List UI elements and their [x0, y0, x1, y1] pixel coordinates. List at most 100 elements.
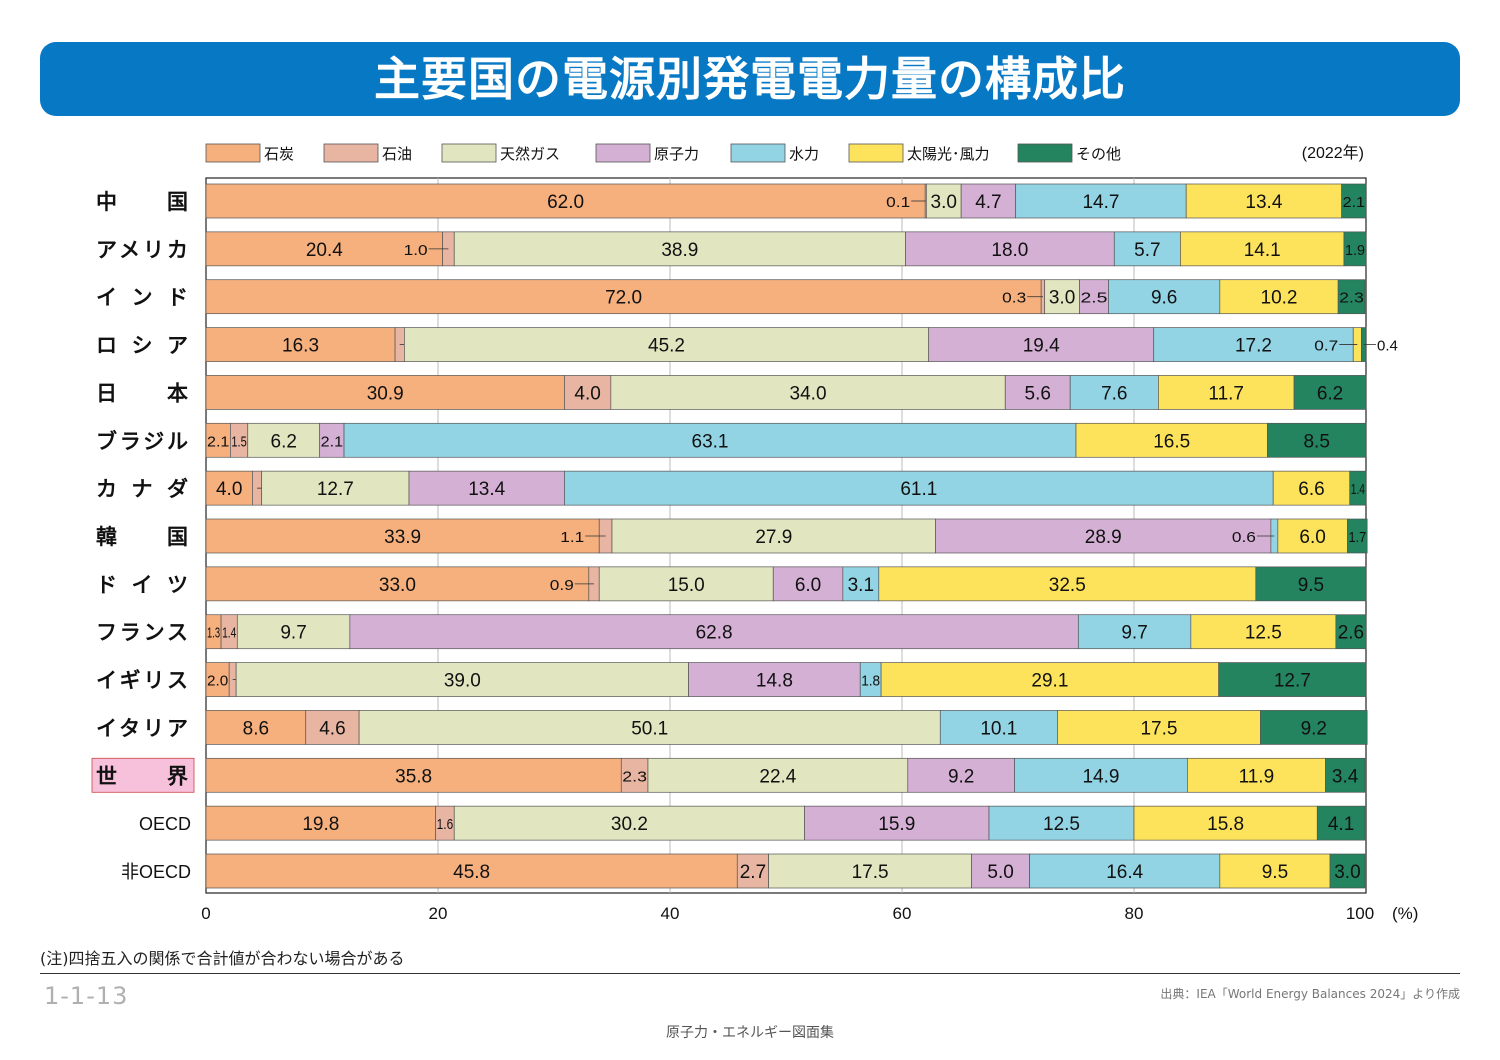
bar-segment: [768, 853, 972, 889]
bar-segment: [935, 518, 1272, 554]
data-label: 3.0: [1334, 862, 1360, 883]
data-label: 63.1: [692, 431, 729, 452]
bar-segment: [1014, 757, 1188, 793]
data-label: 2.1: [321, 433, 343, 450]
bar-segment: [905, 231, 1115, 267]
bar-segment: [205, 327, 396, 362]
bar-segment: [205, 470, 253, 506]
data-label: 14.7: [1082, 192, 1119, 213]
category-label: カナダ: [96, 477, 188, 501]
data-label: 62.0: [547, 192, 584, 213]
data-label: 30.9: [367, 383, 404, 404]
data-label: 3.0: [931, 192, 957, 213]
bar-segment: [1108, 279, 1221, 315]
data-label: 0.1: [886, 194, 910, 211]
data-label: 0.6: [1232, 529, 1256, 546]
category-label: OECD: [139, 814, 191, 834]
bar-segment: [1219, 853, 1331, 889]
data-label: 33.9: [384, 527, 421, 548]
data-label: 6.0: [795, 575, 821, 596]
footnote: (注)四捨五入の関係で合計値が合わない場合がある: [40, 949, 405, 968]
data-label: 6.0: [1299, 527, 1325, 548]
data-label: 19.8: [302, 814, 339, 835]
bar-segment: [205, 279, 1042, 315]
data-label: 0.9: [550, 577, 574, 594]
data-label: 13.4: [468, 479, 505, 500]
legend-swatch: [848, 143, 904, 163]
data-label: 0.7: [1314, 338, 1338, 355]
data-label: 1.8: [861, 673, 880, 690]
bar-segment: [205, 518, 600, 554]
data-label: 2.3: [1339, 290, 1364, 307]
data-label: 4.7: [975, 192, 1001, 213]
bar-segment: [205, 710, 307, 745]
data-label: 13.4: [1245, 192, 1282, 213]
data-label: 15.0: [668, 575, 705, 596]
bar-segment: [205, 566, 590, 602]
page-title: 主要国の電源別発電電力量の構成比: [40, 42, 1460, 116]
data-label: 22.4: [759, 766, 796, 787]
data-label: 27.9: [755, 527, 792, 548]
bar-segment: [453, 231, 906, 267]
bar-segment: [1190, 614, 1337, 650]
data-label: 34.0: [790, 383, 827, 404]
data-label: 50.1: [631, 718, 668, 739]
data-label: 1.4: [222, 625, 236, 642]
data-label: 1.3: [207, 625, 220, 642]
legend-swatch: [205, 143, 261, 163]
data-label: 16.3: [282, 336, 319, 357]
data-label: 39.0: [444, 671, 481, 692]
legend-swatch: [441, 143, 497, 163]
data-label: 2.1: [1343, 194, 1365, 211]
data-label: 6.2: [1317, 383, 1343, 404]
data-label: 14.9: [1082, 766, 1119, 787]
legend-label: 石炭: [264, 146, 294, 163]
data-label: 5.7: [1134, 240, 1160, 261]
data-label: 4.1: [1328, 814, 1354, 835]
data-label: 62.8: [696, 623, 733, 644]
bar-segment: [1218, 662, 1367, 697]
data-label: 1.9: [1345, 242, 1365, 259]
data-label: 12.7: [1274, 671, 1311, 692]
bar-segment: [1219, 279, 1339, 315]
data-label: 15.8: [1207, 814, 1244, 835]
data-label: 6.6: [1298, 479, 1324, 500]
data-label: 4.0: [216, 479, 242, 500]
bar-segment: [1004, 375, 1071, 410]
bar-segment: [564, 470, 1274, 506]
data-label: 14.1: [1244, 240, 1281, 261]
bar-segment: [205, 805, 437, 841]
bar-segment: [611, 518, 936, 554]
data-label: 38.9: [661, 240, 698, 261]
category-label: イタリア: [96, 717, 188, 740]
category-label: アメリカ: [96, 239, 188, 262]
bar-segment: [1044, 279, 1080, 315]
bar-segment: [1329, 853, 1366, 889]
data-label: 12.7: [317, 479, 354, 500]
bar-segment: [1325, 757, 1366, 793]
year-label: (2022年): [1302, 144, 1364, 162]
data-label: 16.4: [1106, 862, 1143, 883]
x-unit-label: (%): [1392, 904, 1418, 923]
data-label: 10.1: [980, 718, 1017, 739]
data-label: 9.7: [1121, 623, 1147, 644]
data-label: 33.0: [379, 575, 416, 596]
data-label: 10.2: [1261, 288, 1298, 309]
x-tick-label: 100: [1346, 904, 1374, 923]
bar-segment: [1153, 327, 1354, 362]
bar-segment: [939, 710, 1058, 745]
bar-segment: [1158, 375, 1295, 410]
bar-segment: [205, 231, 443, 267]
data-label: 15.9: [878, 814, 915, 835]
category-label: インド: [96, 287, 188, 310]
bar-segment: [1316, 805, 1366, 841]
data-label: 61.1: [900, 479, 937, 500]
data-label: 0.4: [1377, 338, 1398, 355]
x-tick-label: 20: [429, 904, 448, 923]
data-label: 19.4: [1023, 336, 1060, 357]
bar-segment: [907, 757, 1015, 793]
data-label: 17.5: [852, 862, 889, 883]
bar-segment: [1057, 710, 1261, 745]
